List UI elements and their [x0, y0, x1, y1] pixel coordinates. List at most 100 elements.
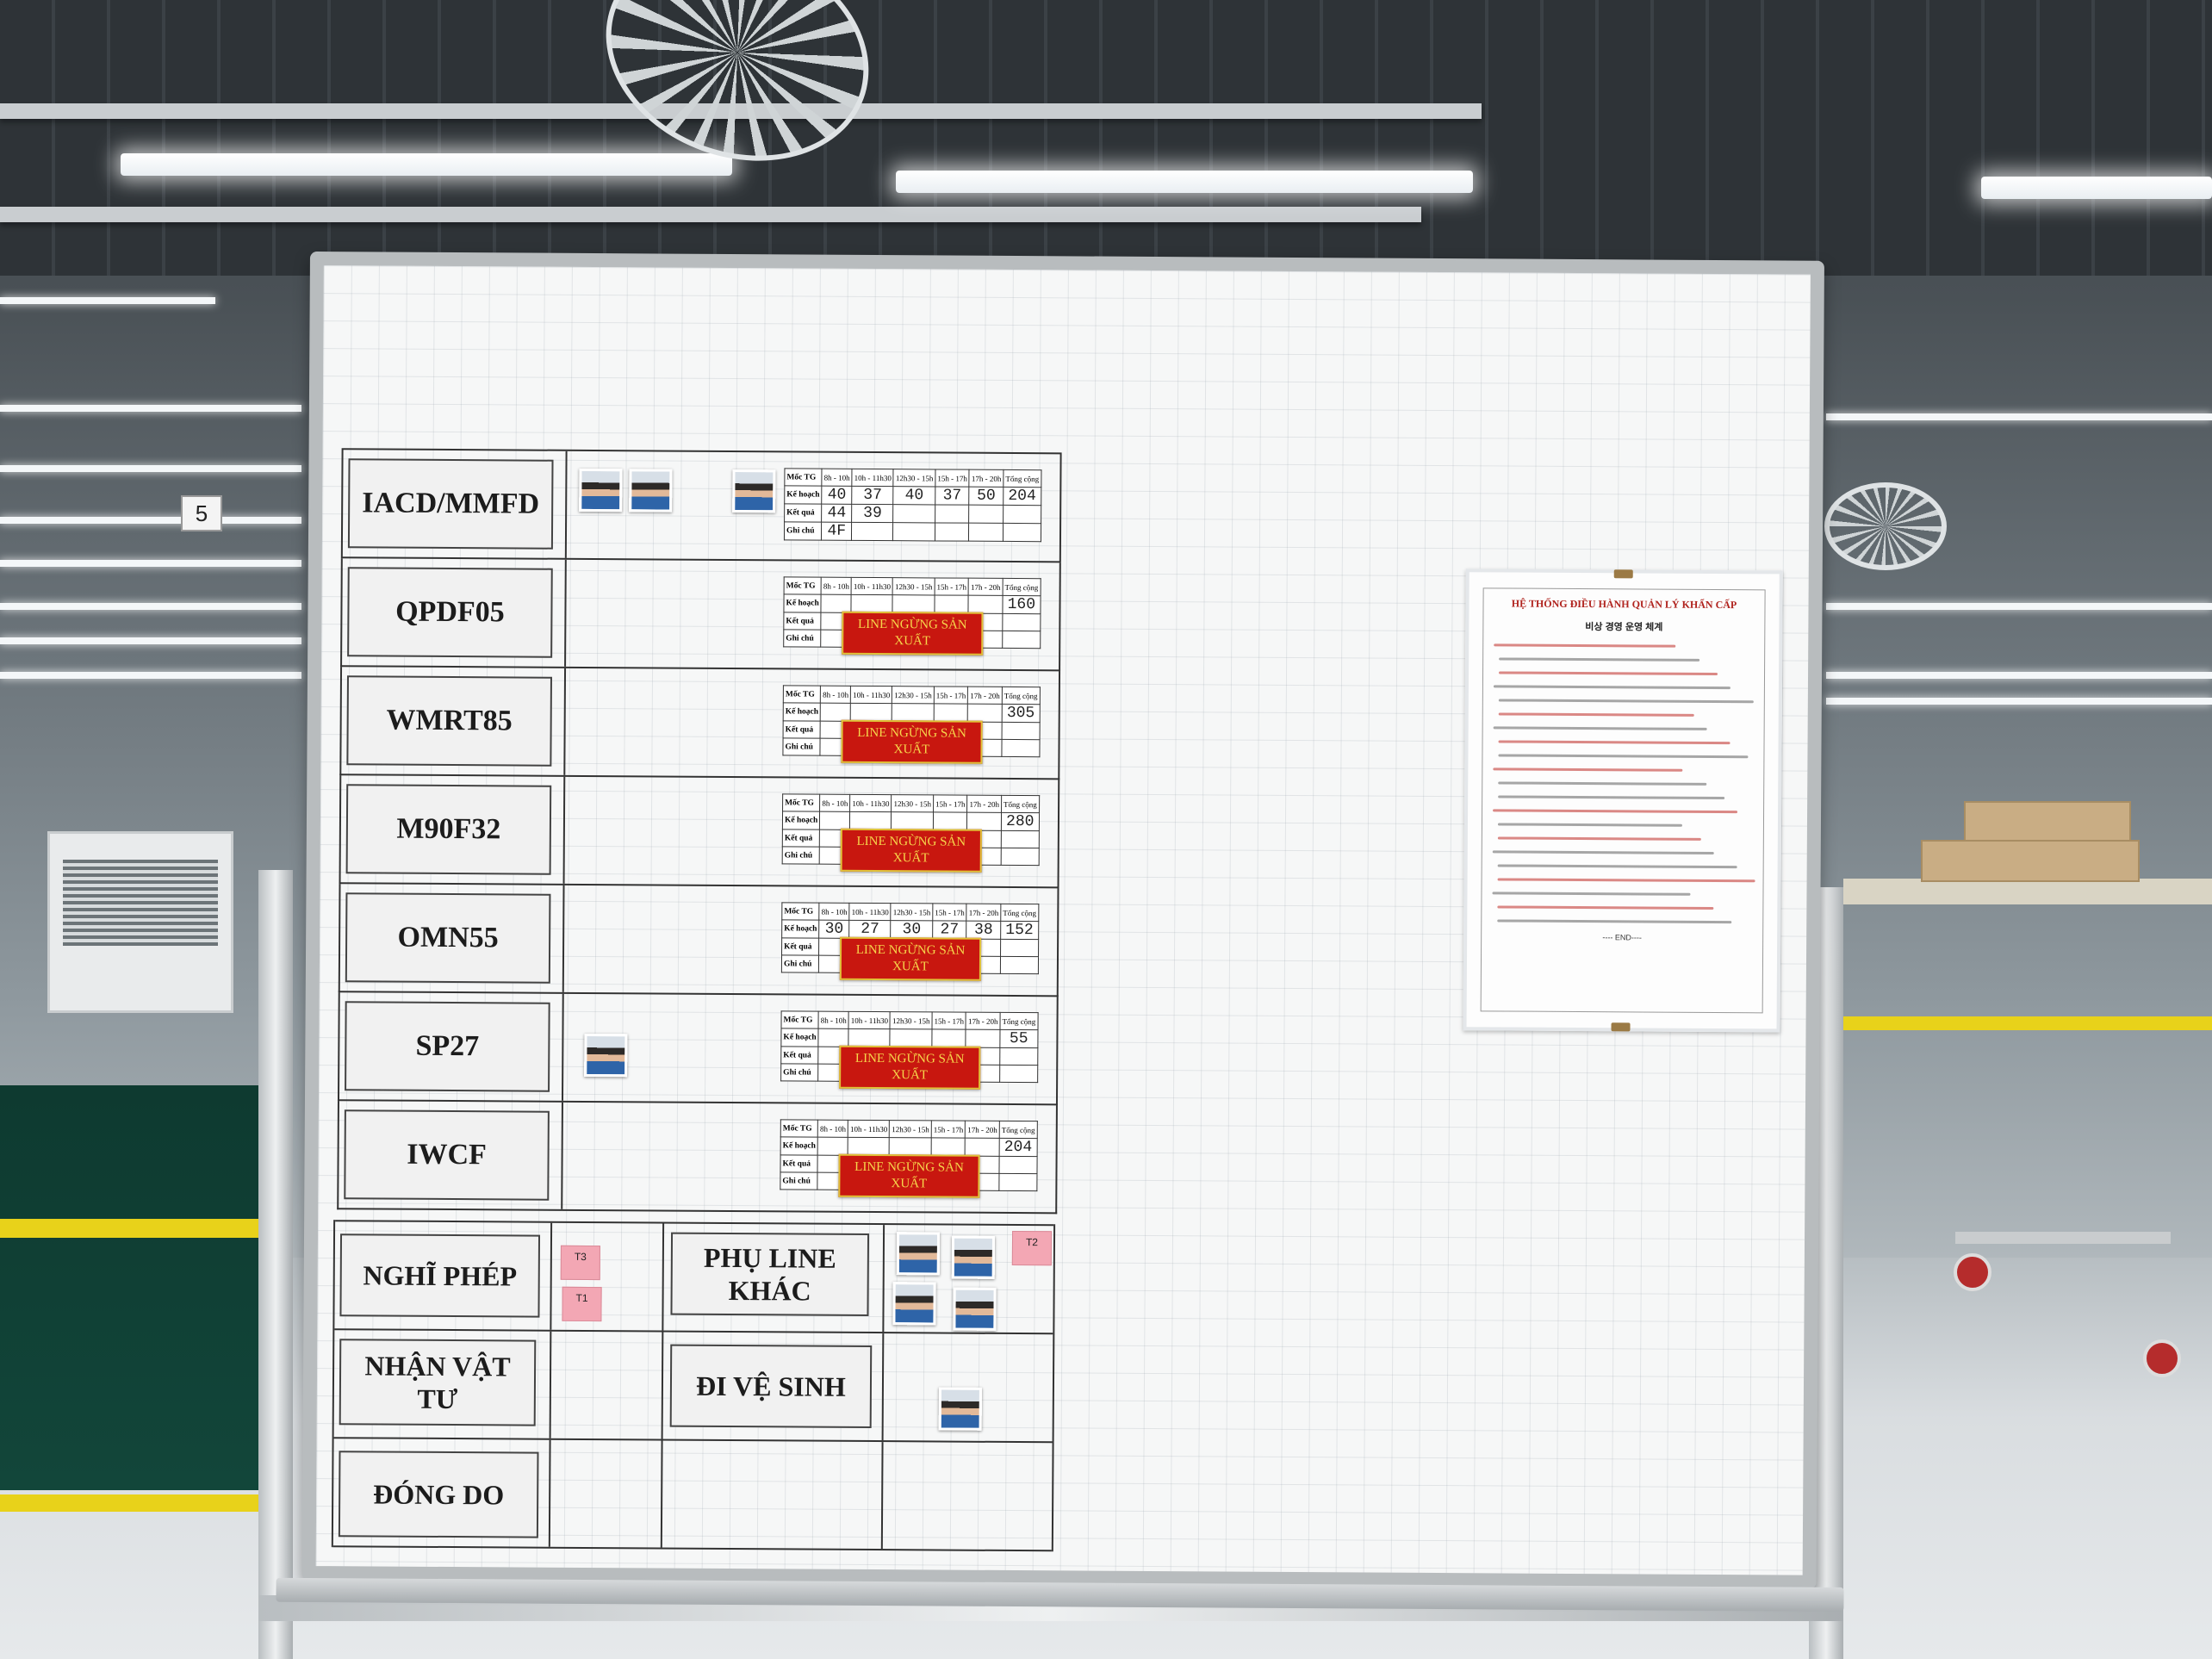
tag-t1[interactable]: T1	[562, 1286, 602, 1322]
line-stopped-badge[interactable]: LINE NGỪNG SẢN XUẤT	[838, 1153, 980, 1198]
value-cell: 40	[821, 486, 853, 505]
worker-photo[interactable]	[579, 468, 623, 513]
ceiling-light	[0, 637, 301, 644]
milestone-header: Mốc TG	[784, 576, 822, 595]
line-stopped-badge[interactable]: LINE NGỪNG SẢN XUẤT	[839, 936, 982, 981]
hour-header: 8h - 10h	[818, 1011, 849, 1029]
result-row-header: Kết quả	[784, 503, 822, 523]
value-cell	[1000, 939, 1039, 957]
status-grid: NGHĨ PHÉP T3 T1 PHỤ LINE KHÁC T2	[331, 1220, 1056, 1552]
worker-photo[interactable]	[951, 1235, 996, 1279]
status-cell: ĐÓNG DO	[332, 1438, 551, 1547]
total-header: Tổng cộng	[1003, 469, 1041, 488]
value-cell: 55	[999, 1029, 1038, 1048]
value-cell	[1000, 956, 1039, 974]
hour-header: 12h30 - 15h	[891, 794, 934, 812]
value-cell: 204	[999, 1138, 1037, 1157]
line-stopped-badge[interactable]: LINE NGỪNG SẢN XUẤT	[841, 719, 983, 764]
worker-photo[interactable]	[896, 1232, 941, 1276]
value-cell	[1001, 739, 1040, 757]
stand-post	[258, 870, 293, 1659]
ceiling-light	[0, 560, 301, 567]
line-stopped-badge[interactable]: LINE NGỪNG SẢN XUẤT	[842, 611, 984, 656]
value-cell	[850, 703, 892, 722]
value-cell	[892, 522, 935, 541]
notice-line	[1493, 767, 1683, 772]
notice-body: HỆ THỐNG ĐIỀU HÀNH QUẢN LÝ KHẨN CẤP 비상 경…	[1480, 587, 1766, 1014]
magnet	[1611, 1022, 1631, 1032]
notice-line	[1498, 795, 1724, 800]
notice-line	[1493, 685, 1730, 690]
value-cell: 160	[1002, 595, 1041, 614]
value-cell	[848, 1137, 890, 1156]
value-cell: 38	[966, 921, 1001, 940]
table-row: Mốc TG 8h - 10h 10h - 11h30 12h30 - 15h 15h …	[781, 902, 1039, 922]
worker-photo[interactable]	[892, 1282, 936, 1326]
plan-row-header: Kế hoạch	[783, 702, 821, 722]
ceiling-light	[896, 171, 1473, 193]
value-cell	[935, 522, 970, 542]
total-header: Tổng cộng	[1003, 578, 1041, 596]
hour-header: 12h30 - 15h	[891, 903, 933, 921]
line-label-cell: M90F32	[340, 775, 566, 884]
worker-photo[interactable]	[629, 469, 673, 513]
worker-photo[interactable]	[732, 469, 776, 513]
value-cell	[1003, 505, 1041, 524]
notice-title: HỆ THỐNG ĐIỀU HÀNH QUẢN LÝ KHẨN CẤP	[1511, 597, 1737, 612]
tag-t3[interactable]: T3	[560, 1245, 600, 1281]
value-cell	[998, 1156, 1037, 1174]
schedule-row: OMN55 Mốc TG 8h - 10h 10h - 11h30 12h30 - 15…	[338, 884, 1059, 997]
line-stopped-badge[interactable]: LINE NGỪNG SẢN XUẤT	[839, 1045, 981, 1090]
value-cell: 37	[935, 486, 970, 506]
cart-wheel-icon	[1954, 1253, 1991, 1291]
notice-line	[1497, 864, 1737, 869]
value-cell	[821, 594, 852, 613]
help-other-line-card: PHỤ LINE KHÁC	[670, 1232, 870, 1316]
line-label-cell: IWCF	[339, 1101, 563, 1209]
value-cell	[891, 811, 934, 830]
value-cell	[849, 811, 892, 830]
line-name-card: IACD/MMFD	[347, 458, 554, 550]
result-row-header: Kết quả	[780, 1046, 819, 1065]
value-cell	[892, 703, 935, 722]
value-cell	[889, 1137, 932, 1156]
leave-card: NGHĨ PHÉP	[339, 1233, 541, 1318]
plan-row-header: Kế hoạch	[784, 485, 823, 505]
cardboard-box	[1921, 840, 2140, 882]
notice-line	[1498, 754, 1749, 759]
tag-t2[interactable]: T2	[1011, 1231, 1053, 1266]
value-cell: 30	[818, 920, 850, 939]
total-header: Tổng cộng	[1001, 795, 1040, 813]
milestone-header: Mốc TG	[782, 793, 820, 812]
note-row-header: Ghi chú	[784, 521, 822, 541]
worker-photo[interactable]	[584, 1033, 628, 1078]
magnet	[1613, 569, 1633, 579]
hour-header: 17h - 20h	[968, 578, 1003, 596]
notice-line	[1497, 905, 1714, 910]
status-cell: PHỤ LINE KHÁC	[663, 1223, 885, 1333]
table-row: Mốc TG 8h - 10h 10h - 11h30 12h30 - 15h 15h …	[782, 793, 1040, 813]
whiteboard: IACD/MMFD Mốc TG 8h - 10h 10h - 11h30 12h30 …	[276, 252, 1844, 1612]
value-cell	[1001, 722, 1040, 740]
value-cell: 37	[851, 486, 894, 505]
value-cell	[969, 505, 1003, 524]
notice-line	[1497, 919, 1732, 924]
cart-wheel-icon	[2143, 1339, 2181, 1377]
value-cell	[819, 811, 850, 830]
plan-row-header: Kế hoạch	[782, 811, 820, 830]
worker-photo-area	[564, 885, 782, 994]
status-cell: T2	[884, 1225, 1053, 1333]
total-header: Tổng cộng	[999, 1012, 1038, 1030]
plan-row: Kế hoạch 305	[783, 702, 1040, 723]
line-label-cell: OMN55	[339, 884, 565, 992]
result-row-header: Kết quả	[783, 720, 821, 739]
worker-photo[interactable]	[938, 1387, 982, 1431]
receive-materials-card: NHẬN VẬT TƯ	[339, 1339, 537, 1426]
milestone-header: Mốc TG	[784, 468, 823, 487]
hour-header: 8h - 10h	[819, 794, 850, 812]
value-cell: 50	[969, 487, 1003, 506]
value-cell	[1001, 830, 1040, 848]
value-cell	[1001, 848, 1039, 866]
line-stopped-badge[interactable]: LINE NGỪNG SẢN XUẤT	[840, 828, 982, 873]
worker-photo[interactable]	[953, 1287, 997, 1331]
